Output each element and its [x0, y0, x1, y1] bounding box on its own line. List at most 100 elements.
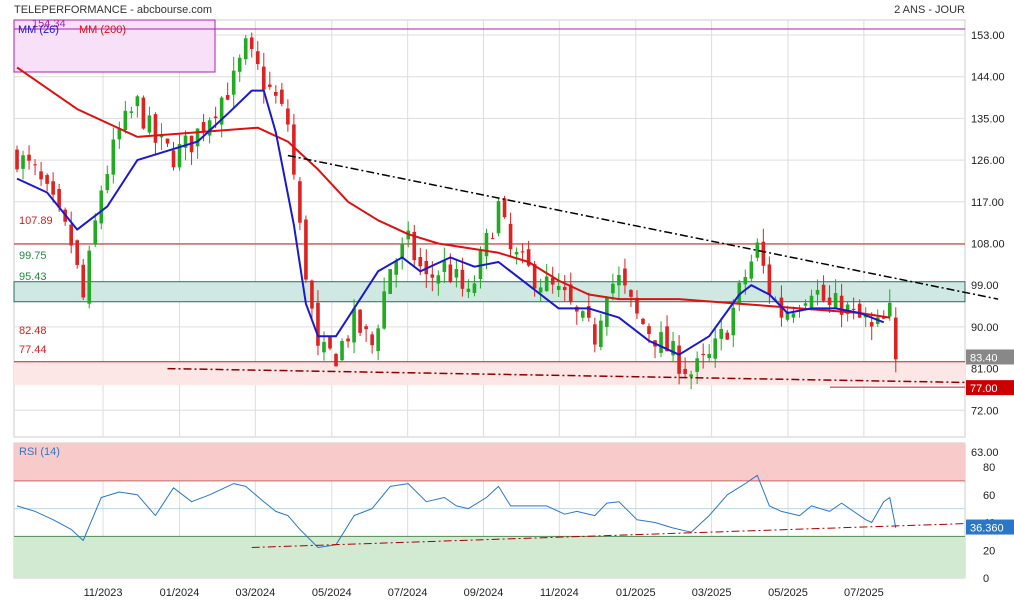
candle-body	[851, 308, 856, 310]
candle-body	[111, 139, 116, 175]
y-tick-label: 108.00	[971, 239, 1005, 251]
candle-body	[75, 240, 80, 265]
x-tick-label: 07/2024	[388, 587, 428, 599]
candle-body	[689, 374, 693, 377]
candle-body	[605, 297, 609, 327]
target-label: 77.00	[970, 383, 998, 395]
candle-body	[316, 302, 320, 346]
candle-body	[340, 340, 344, 361]
candle-body	[213, 116, 218, 119]
candle-body	[695, 358, 699, 372]
x-tick-label: 01/2025	[616, 587, 656, 599]
candle-body	[737, 282, 742, 304]
candle-body	[105, 174, 110, 191]
candle-body	[400, 243, 405, 258]
y-tick-label: 126.00	[971, 155, 1005, 167]
last-price-badge	[966, 349, 1014, 365]
level-label: 99.75	[19, 250, 47, 262]
chart-title: TELEPERFORMANCE - abcbourse.com	[14, 4, 212, 16]
candle-body	[641, 318, 645, 324]
candle-body	[713, 338, 718, 359]
candle-body	[165, 138, 170, 144]
candle-body	[412, 231, 417, 261]
candle-body	[195, 128, 200, 147]
chart-period: 2 ANS - JOUR	[894, 4, 965, 16]
candle-body	[743, 277, 748, 285]
candle-body	[249, 37, 254, 49]
candle-body	[508, 223, 513, 250]
candle-body	[617, 274, 621, 286]
candle-body	[707, 354, 711, 359]
rsi-trendline	[251, 522, 999, 548]
candle-body	[219, 97, 224, 125]
candle-body	[593, 324, 597, 345]
candle-body	[454, 269, 459, 278]
candle-body	[39, 171, 43, 180]
candle-body	[177, 144, 182, 168]
candle-body	[599, 320, 603, 348]
candle-body	[358, 309, 362, 333]
y-tick-label: 135.00	[971, 113, 1005, 125]
y-tick-label: 99.00	[971, 280, 999, 292]
candle-body	[791, 313, 796, 318]
candle-body	[538, 287, 543, 293]
candle-body	[749, 261, 754, 279]
candle-body	[394, 261, 399, 275]
candle-body	[322, 341, 326, 353]
candle-body	[815, 289, 820, 295]
trendline	[287, 154, 999, 300]
candle-body	[201, 121, 206, 132]
candle-body	[304, 219, 308, 280]
candle-body	[562, 287, 567, 291]
candle-body	[887, 302, 892, 317]
rsi-oversold-zone	[14, 536, 965, 578]
candle-body	[623, 268, 627, 286]
candle-body	[665, 326, 669, 352]
candle-body	[237, 57, 242, 72]
last-price-label: 83.40	[970, 352, 998, 364]
candle-body	[701, 353, 705, 356]
candle-body	[731, 307, 736, 336]
candle-body	[544, 276, 549, 292]
y-tick-label: 63.00	[971, 447, 999, 459]
zones-layer	[13, 19, 966, 578]
candle-body	[123, 110, 128, 131]
candle-body	[171, 150, 176, 168]
y-tick-label: 72.00	[971, 405, 999, 417]
candle-body	[418, 256, 423, 267]
candle-body	[496, 201, 501, 234]
candle-body	[183, 135, 188, 148]
candle-body	[207, 120, 212, 136]
candle-body	[364, 326, 368, 330]
candle-body	[755, 242, 760, 258]
level-label: 82.48	[19, 325, 47, 337]
labels-layer: 11/2023 01/2024 03/2024 05/2024 07/2024 09/20…	[19, 18, 1014, 599]
candle-body	[430, 274, 435, 278]
y-tick-label: 90.00	[971, 322, 999, 334]
candle-body	[370, 334, 374, 346]
candle-body	[635, 297, 639, 314]
support-zone-pink	[14, 361, 965, 386]
high-level-label: 154.34	[32, 18, 66, 30]
x-tick-label: 11/2023	[84, 587, 123, 599]
candle-body	[141, 97, 146, 129]
candle-body	[117, 128, 122, 140]
x-tick-label: 09/2024	[464, 587, 504, 599]
x-tick-label: 07/2025	[844, 587, 884, 599]
candle-body	[466, 288, 471, 293]
candle-body	[725, 332, 730, 340]
candle-body	[135, 96, 140, 107]
x-tick-label: 01/2024	[160, 587, 200, 599]
candle-body	[261, 66, 266, 90]
candle-body	[310, 280, 314, 309]
candle-body	[719, 328, 724, 339]
rsi-line	[16, 474, 897, 548]
candle-body	[803, 303, 808, 306]
candle-body	[382, 291, 386, 329]
candle-body	[225, 94, 230, 100]
candle-body	[629, 289, 633, 297]
candle-body	[442, 260, 447, 272]
rsi-value-label: 36.360	[970, 523, 1004, 535]
rsi-value-badge	[966, 519, 1014, 535]
candle-body	[845, 304, 850, 315]
